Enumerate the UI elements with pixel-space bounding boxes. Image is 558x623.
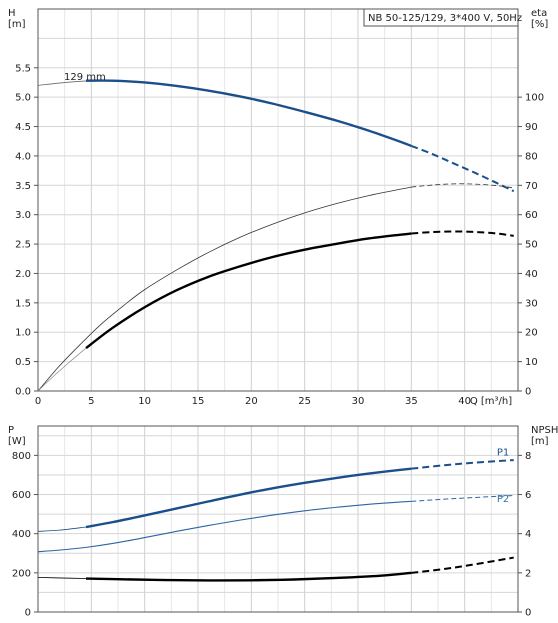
right-tick-label: 70 xyxy=(525,181,538,192)
right-axis-title: eta xyxy=(531,8,547,19)
right-tick-label: 80 xyxy=(525,151,538,162)
left-tick-label: 4.0 xyxy=(15,151,31,162)
x-tick-label: 10 xyxy=(138,396,151,407)
series-line-NPSH-thin xyxy=(37,576,87,579)
right-tick-label: 60 xyxy=(525,210,538,221)
left-tick-label: 0 xyxy=(25,608,31,619)
x-tick-label: 0 xyxy=(35,396,41,407)
x-tick-label: 15 xyxy=(192,396,205,407)
series-group xyxy=(37,459,514,582)
series-line-eta-solid xyxy=(85,232,412,350)
left-tick-label: 3.0 xyxy=(15,210,31,221)
series-label: P1 xyxy=(497,447,509,458)
curve-diameter-label: 129 mm xyxy=(64,72,106,83)
right-tick-label: 40 xyxy=(525,269,538,280)
x-tick-label: 35 xyxy=(405,396,418,407)
series-line-H-dash xyxy=(410,144,515,193)
grid xyxy=(37,8,519,392)
right-tick-label: 6 xyxy=(525,490,531,501)
x-tick-label: 5 xyxy=(88,396,94,407)
right-axis-unit: [%] xyxy=(531,19,548,30)
right-tick-label: 0 xyxy=(525,608,531,619)
right-tick-label: 100 xyxy=(525,93,544,104)
series-line-eta-low-thin xyxy=(37,347,87,392)
left-tick-label: 4.5 xyxy=(15,122,31,133)
grid xyxy=(37,426,519,613)
left-tick-label: 5.5 xyxy=(15,63,31,74)
series-line-eta-full-thin xyxy=(37,186,412,392)
series-line-NPSH-solid xyxy=(85,571,412,582)
series-line-P1-thin xyxy=(37,526,87,532)
left-tick-label: 0.5 xyxy=(15,357,31,368)
right-tick-label: 8 xyxy=(525,451,531,462)
series-line-eta-dash xyxy=(411,230,514,237)
chart-title: NB 50-125/129, 3*400 V, 50Hz xyxy=(368,13,522,24)
right-tick-label: 50 xyxy=(525,240,538,251)
chart-title-box xyxy=(363,8,519,27)
series-line-P1-dash xyxy=(411,459,514,470)
plot-frame xyxy=(37,425,519,613)
right-tick-label: 30 xyxy=(525,298,538,309)
right-tick-label: 2 xyxy=(525,568,531,579)
left-tick-label: 800 xyxy=(12,451,31,462)
left-tick-label: 2.0 xyxy=(15,269,31,280)
left-tick-label: 5.0 xyxy=(15,93,31,104)
series-label: P2 xyxy=(497,494,509,505)
right-axis-title: NPSH xyxy=(531,425,558,436)
plot-frame xyxy=(37,8,519,392)
x-tick-label: 25 xyxy=(298,396,311,407)
left-axis-title: P xyxy=(8,425,14,436)
right-axis-unit: [m] xyxy=(531,436,549,447)
left-tick-label: 0.0 xyxy=(15,387,31,398)
bottom-chart-panel: 0 200 400 600 800 0 2 4 6 8 P[W] NPSH[m] P1 P2 xyxy=(8,425,558,619)
series-line-P2-solid xyxy=(37,500,412,553)
series-line-NPSH-dash xyxy=(411,556,514,574)
series-line-H-solid xyxy=(85,79,412,148)
series-line-eta-full-thin-dash xyxy=(411,183,514,189)
series-group xyxy=(37,79,515,392)
right-tick-label: 0 xyxy=(525,387,531,398)
left-axis-unit: [m] xyxy=(8,19,26,30)
x-axis-title: Q [m³/h] xyxy=(470,396,512,407)
right-tick-label: 10 xyxy=(525,357,538,368)
top-chart-panel: 0.0 0.5 1.0 1.5 2.0 2.5 3.0 3.5 4.0 4.5 5.0 5.5 0 10 2… xyxy=(8,8,548,407)
series-line-P1-solid xyxy=(85,467,412,529)
right-tick-label: 20 xyxy=(525,328,538,339)
x-tick-label: 40 xyxy=(458,396,471,407)
left-tick-label: 400 xyxy=(12,529,31,540)
left-axis-title: H xyxy=(8,8,16,19)
x-tick-label: 20 xyxy=(245,396,258,407)
left-tick-label: 2.5 xyxy=(15,240,31,251)
left-tick-label: 3.5 xyxy=(15,181,31,192)
left-tick-label: 200 xyxy=(12,568,31,579)
left-tick-label: 600 xyxy=(12,490,31,501)
x-tick-label: 30 xyxy=(352,396,365,407)
right-tick-label: 90 xyxy=(525,122,538,133)
left-axis-unit: [W] xyxy=(8,436,26,447)
left-tick-label: 1.0 xyxy=(15,328,31,339)
left-tick-label: 1.5 xyxy=(15,298,31,309)
right-tick-label: 4 xyxy=(525,529,531,540)
